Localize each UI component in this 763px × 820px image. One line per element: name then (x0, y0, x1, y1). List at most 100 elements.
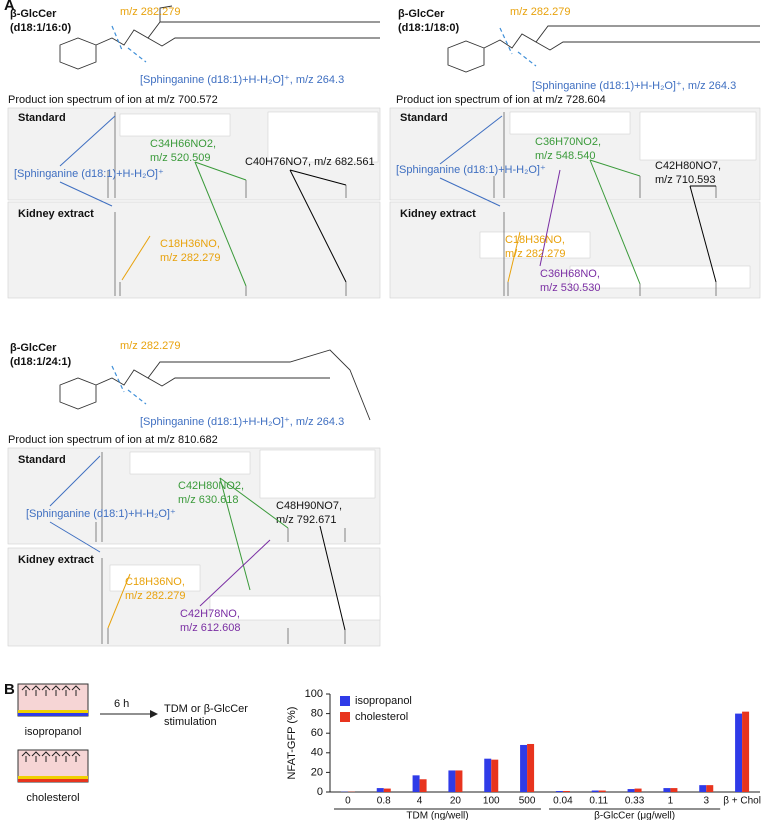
bar (491, 759, 499, 792)
x-tick-label: 0.33 (625, 796, 645, 807)
annotation: C42H78NO, (180, 608, 240, 620)
y-tick-label: 0 (317, 786, 323, 798)
annotation: m/z 792.671 (276, 514, 337, 526)
bar (627, 789, 635, 792)
spectrum-panel: β-GlcCer (d18:1/24:1) m/z 282.279 [Sphin… (7, 340, 381, 647)
sphinganine-label: [Sphinganine (d18:1)+H-H₂O]⁺, m/z 264.3 (532, 80, 736, 92)
standard-label: Standard (18, 454, 66, 466)
bar (634, 788, 642, 792)
annotation: m/z 282.279 (125, 590, 186, 602)
x-tick-label: β + Chol (723, 796, 761, 807)
legend-swatch (340, 696, 350, 706)
bar (383, 788, 391, 792)
spectrum-title: Product ion spectrum of ion at m/z 810.6… (8, 434, 218, 446)
annotation: C18H36NO, (125, 576, 185, 588)
y-tick-label: 40 (311, 747, 323, 759)
x-tick-label: 0.04 (553, 796, 573, 807)
annotation: m/z 630.618 (178, 494, 239, 506)
standard-label: Standard (18, 112, 66, 124)
annotation: [Sphinganine (d18:1)+H-H₂O]⁺ (396, 164, 546, 176)
legend-label: isopropanol (355, 695, 412, 707)
bar (455, 770, 463, 792)
y-tick-label: 100 (305, 688, 323, 700)
x-tick-label: 500 (519, 796, 536, 807)
panel-label: B (4, 681, 15, 698)
compound-chain: (d18:1/18:0) (398, 22, 459, 34)
annotation: m/z 282.279 (505, 248, 566, 260)
compound-name: β-GlcCer (10, 8, 57, 20)
annotation: m/z 612.608 (180, 622, 241, 634)
annotation: C34H66NO2, (150, 138, 216, 150)
x-tick-label: 0.11 (589, 796, 608, 807)
structure (447, 25, 760, 73)
compound-chain: (d18:1/24:1) (10, 356, 71, 368)
time-label: 6 h (114, 698, 129, 710)
bar-chart: NFAT-GFP (%) 0 20 40 60 80 100 0 0.8 4 20 100 500 0.… (286, 688, 761, 820)
group-label: TDM (ng/well) (406, 811, 468, 820)
compound-name: β-GlcCer (398, 8, 445, 20)
spectrum-title: Product ion spectrum of ion at m/z 728.6… (396, 94, 606, 106)
structure (59, 5, 380, 70)
annotation: m/z 710.593 (655, 174, 716, 186)
annotation: m/z 530.530 (540, 282, 601, 294)
structure (59, 349, 371, 421)
kidney-label: Kidney extract (400, 208, 476, 220)
bar (448, 770, 456, 792)
bar (591, 790, 599, 792)
stimulation-label: TDM or β-GlcCer (164, 703, 248, 715)
x-tick-label: 1 (668, 796, 674, 807)
legend-label: cholesterol (355, 711, 408, 723)
group-label: β-GlcCer (μg/well) (594, 811, 675, 820)
y-tick-label: 20 (311, 766, 323, 778)
annotation: m/z 282.279 (160, 252, 221, 264)
annotation: C42H80NO7, (655, 160, 721, 172)
bar (742, 711, 750, 792)
x-tick-label: 4 (417, 796, 423, 807)
dish-schematic (17, 683, 158, 783)
annotation: C36H70NO2, (535, 136, 601, 148)
bar (598, 790, 606, 792)
bar (562, 791, 570, 792)
annotation: C40H76NO7, m/z 682.561 (245, 156, 375, 168)
bar (555, 791, 563, 792)
annotation: m/z 548.540 (535, 150, 596, 162)
bar (699, 785, 707, 792)
annotation: C36H68NO, (540, 268, 600, 280)
stimulation-label: stimulation (164, 716, 217, 728)
annotation: [Sphinganine (d18:1)+H-H₂O]⁺ (14, 168, 164, 180)
x-tick-label: 3 (703, 796, 709, 807)
condition-label: cholesterol (26, 792, 79, 804)
y-tick-label: 60 (311, 727, 323, 739)
spectrum-panel: β-GlcCer (d18:1/18:0) m/z 282.279 [Sphin… (389, 6, 761, 299)
spectrum-panel: β-GlcCer (d18:1/16:0) m/z 282.279 [Sphin… (7, 5, 381, 299)
condition-label: isopropanol (25, 726, 82, 738)
y-axis-label: NFAT-GFP (%) (286, 707, 298, 780)
bar (484, 758, 492, 792)
bar (670, 788, 678, 792)
kidney-label: Kidney extract (18, 208, 94, 220)
fragment-label: m/z 282.279 (510, 6, 571, 18)
bar (520, 744, 528, 792)
kidney-label: Kidney extract (18, 554, 94, 566)
x-tick-label: 0 (345, 796, 351, 807)
bar (419, 779, 427, 792)
bar (663, 788, 671, 792)
sphinganine-label: [Sphinganine (d18:1)+H-H₂O]⁺, m/z 264.3 (140, 74, 344, 86)
x-tick-label: 100 (483, 796, 500, 807)
annotation: C42H80NO2, (178, 480, 244, 492)
sphinganine-label: [Sphinganine (d18:1)+H-H₂O]⁺, m/z 264.3 (140, 416, 344, 428)
compound-chain: (d18:1/16:0) (10, 22, 71, 34)
y-tick-label: 80 (311, 708, 323, 720)
legend-swatch (340, 712, 350, 722)
bar (376, 788, 384, 792)
bar (412, 775, 420, 792)
standard-label: Standard (400, 112, 448, 124)
compound-name: β-GlcCer (10, 342, 57, 354)
annotation: C18H36NO, (505, 234, 565, 246)
x-tick-label: 0.8 (377, 796, 391, 807)
spectrum-title: Product ion spectrum of ion at m/z 700.5… (8, 94, 218, 106)
annotation: C18H36NO, (160, 238, 220, 250)
bar (735, 713, 743, 792)
annotation: m/z 520.509 (150, 152, 211, 164)
